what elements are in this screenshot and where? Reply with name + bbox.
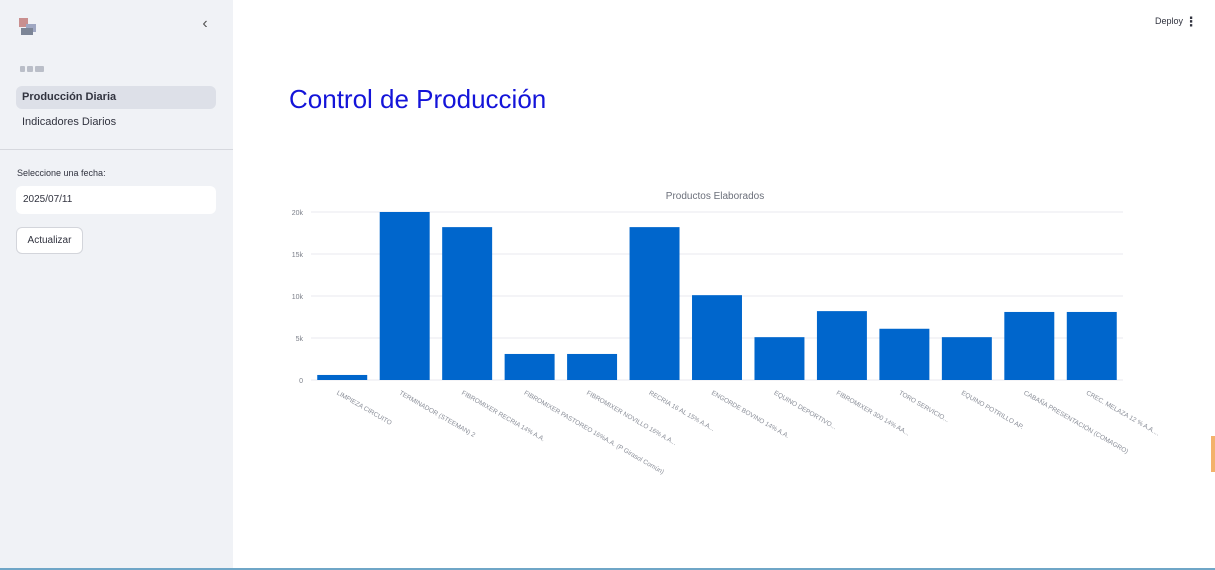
bar[interactable] (567, 353, 618, 380)
bar[interactable] (504, 353, 555, 380)
bar[interactable] (879, 328, 930, 380)
y-tick-label: 20k (292, 210, 304, 217)
bar[interactable] (1066, 311, 1117, 380)
bar[interactable] (941, 337, 992, 380)
production-bar-chart: Productos Elaborados 0 5k 10k 15k 20k LIMPIEZ… (292, 191, 1161, 476)
y-tick-label: 15k (292, 252, 304, 259)
date-label: Seleccione una fecha: (17, 168, 106, 178)
kebab-menu-icon[interactable]: ⋮ (1184, 14, 1198, 29)
deploy-button[interactable]: Deploy (1155, 16, 1184, 26)
x-tick-label: EQUINO POTRILLO AP. (960, 390, 1025, 431)
sidebar-item-indicadores-diarios[interactable]: Indicadores Diarios (22, 116, 117, 128)
scroll-indicator (1211, 436, 1215, 472)
sidebar-item-produccion-diaria[interactable]: Producción Diaria (16, 86, 216, 109)
x-tick-label: RECRIA 16 AL 15% A.A... (648, 390, 716, 433)
bar[interactable] (379, 212, 430, 380)
x-tick-label: TORO SERVICIO... (897, 390, 950, 425)
chevron-left-icon[interactable]: ‹ (202, 15, 208, 32)
bar[interactable] (816, 311, 867, 380)
date-input[interactable]: 2025/07/11 (16, 186, 216, 214)
bar[interactable] (317, 374, 368, 380)
x-tick-label: EQUINO DEPORTIVO... (772, 390, 837, 432)
y-tick-label: 0 (299, 378, 303, 385)
y-tick-label: 10k (292, 294, 304, 301)
sidebar: ‹ Producción Diaria Indicadores Diarios … (0, 0, 233, 570)
chart-title: Productos Elaborados (666, 191, 764, 202)
update-button[interactable]: Actualizar (16, 227, 83, 254)
bar[interactable] (692, 295, 742, 380)
sidebar-divider (0, 149, 233, 150)
y-tick-label: 5k (296, 336, 304, 343)
page-title: Control de Producción (289, 84, 547, 114)
bar[interactable] (442, 227, 493, 380)
x-tick-label: FIBROMIXER PASTOREO 16%A.A. (P Girasol C… (523, 390, 665, 476)
bottom-accent-line (0, 568, 1215, 570)
bar[interactable] (1004, 311, 1055, 380)
bar[interactable] (629, 227, 680, 380)
app-logo (17, 16, 39, 38)
x-tick-label: CABAÑA PRESENTACIÓN (COMAGRO) (1022, 388, 1130, 456)
bar[interactable] (754, 337, 805, 380)
x-tick-label: LIMPIEZA CIRCUITO (335, 390, 393, 427)
user-avatar-blurred (20, 66, 46, 74)
